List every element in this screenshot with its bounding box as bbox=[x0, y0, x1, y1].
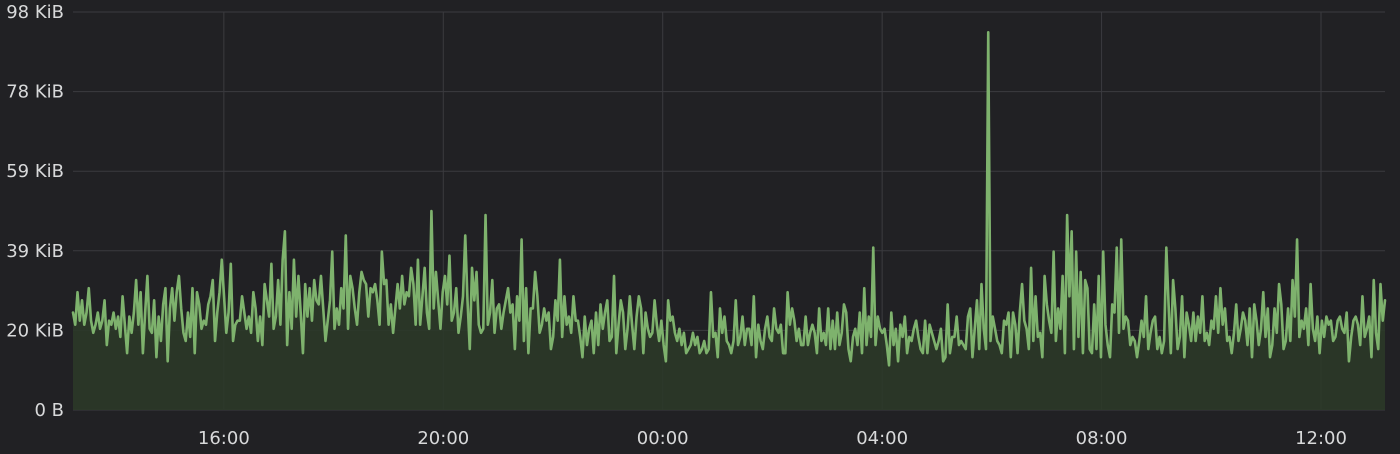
x-axis: 16:00 20:00 00:00 04:00 08:00 12:00 bbox=[198, 428, 1347, 449]
y-tick-label: 39 KiB bbox=[6, 241, 64, 262]
y-tick-label: 20 KiB bbox=[6, 320, 64, 341]
x-tick-label: 16:00 bbox=[198, 428, 250, 449]
x-tick-label: 04:00 bbox=[856, 428, 908, 449]
series-line-group bbox=[71, 31, 1387, 367]
y-tick-label: 98 KiB bbox=[6, 2, 64, 23]
series-area bbox=[73, 32, 1385, 411]
x-tick-label: 08:00 bbox=[1076, 428, 1128, 449]
y-tick-label: 0 B bbox=[34, 400, 64, 421]
y-tick-label: 59 KiB bbox=[6, 161, 64, 182]
x-tick-label: 12:00 bbox=[1295, 428, 1347, 449]
series-area-fill bbox=[73, 32, 1385, 411]
x-tick-label: 00:00 bbox=[637, 428, 689, 449]
x-tick-label: 20:00 bbox=[417, 428, 469, 449]
series-line bbox=[71, 31, 1387, 367]
y-axis: 0 B 20 KiB 39 KiB 59 KiB 78 KiB 98 KiB bbox=[6, 2, 64, 421]
y-tick-label: 78 KiB bbox=[6, 82, 64, 103]
